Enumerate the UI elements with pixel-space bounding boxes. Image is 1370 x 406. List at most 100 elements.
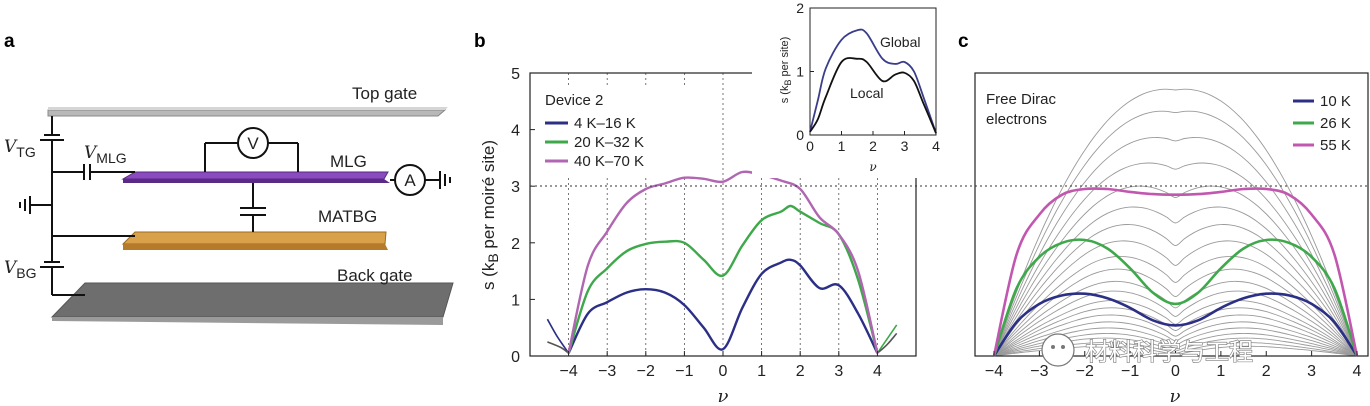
inset-x-tick-label: 2 [869, 138, 877, 154]
legend-title: Device 2 [545, 92, 603, 109]
series-line-55-k [992, 187, 1359, 357]
panel-b-grid [568, 73, 878, 356]
v-bg-label: VBG [4, 258, 37, 281]
background-curve [993, 185, 1358, 357]
y-tick-label: 3 [511, 179, 520, 196]
panel-c-axes [974, 72, 1369, 357]
inset-y-tick-label: 2 [796, 0, 804, 16]
series-line-26-k [992, 238, 1359, 357]
v-tg-label: VTG [4, 137, 36, 160]
panel-b-xlabel: ν [718, 386, 729, 406]
top-gate-label: Top gate [352, 84, 417, 103]
panel-b-legend: Device 2 4 K–16 K 20 K–32 K 40 K–70 K [536, 85, 686, 175]
panel-c-annotation: Free Dirac electrons [982, 86, 1072, 130]
background-curve [993, 162, 1358, 357]
legend-entry-26k: 26 K [1320, 115, 1351, 132]
matbg-slab [121, 231, 388, 250]
panel-label-b: b [474, 31, 486, 52]
panel-c-background-curves [993, 88, 1358, 357]
legend-entry-40k-70k: 40 K–70 K [574, 153, 644, 170]
x-tick-label: −4 [559, 363, 577, 380]
panel-b-series [546, 170, 898, 354]
x-tick-label: 2 [1262, 363, 1271, 380]
ammeter-label: A [404, 171, 416, 190]
background-curve [993, 110, 1358, 357]
series-line-10-k [992, 292, 1359, 357]
back-gate-label: Back gate [337, 266, 413, 285]
series-tail-line [876, 324, 898, 354]
v-mlg-label: VMLG [84, 143, 127, 166]
panel-a-schematic [19, 107, 454, 325]
panel-c-ticks: −4 −3 −2 −1 0 1 2 3 4 [985, 351, 1362, 380]
series-line-4-k-16-k [567, 258, 879, 354]
annotation-line-1: Free Dirac [986, 91, 1057, 108]
x-tick-label: 1 [1216, 363, 1225, 380]
y-tick-label: 0 [511, 349, 520, 366]
legend-entry-4k-16k: 4 K–16 K [574, 115, 636, 132]
x-tick-label: −3 [1030, 363, 1048, 380]
x-tick-label: 3 [1307, 363, 1316, 380]
panel-c-plot: −4 −3 −2 −1 0 1 2 3 4 ν Free Dirac electrons 10 … [974, 72, 1369, 406]
inset-label-global: Global [880, 34, 920, 50]
background-curve [993, 290, 1358, 357]
inset-series-line-local [809, 57, 937, 134]
x-tick-label: 0 [1171, 363, 1180, 380]
watermark: 材料科学与工程 [1041, 333, 1254, 367]
series-tail-line [547, 341, 570, 354]
background-curve [993, 255, 1358, 357]
plot-frame [974, 72, 1369, 357]
back-gate-plate [50, 282, 454, 325]
panel-c-xlabel: ν [1170, 386, 1181, 406]
inset-axes: 0 1 2 3 4 0 1 2 [796, 0, 940, 154]
y-tick-label: 2 [511, 236, 520, 253]
background-curve [993, 240, 1358, 357]
panel-b-inset: 0 1 2 3 4 0 1 2 Global Local s (kB per site) ν [752, 0, 957, 178]
x-tick-label: 4 [1353, 363, 1362, 380]
watermark-text: 材料科学与工程 [1085, 338, 1253, 366]
legend-entry-55k: 55 K [1320, 137, 1351, 154]
panel-c-legend: 10 K 26 K 55 K [1290, 88, 1362, 168]
background-curve [993, 137, 1358, 357]
panel-b-plot: −4 −3 −2 −1 0 1 2 3 4 0 1 2 3 4 5 s (kB per moiré site… [479, 0, 957, 406]
x-tick-label: −2 [637, 363, 655, 380]
x-tick-label: 3 [834, 363, 843, 380]
x-tick-label: −2 [1076, 363, 1094, 380]
panel-b-ylabel: s (kB per moiré site) [479, 140, 501, 290]
panel-c-series [992, 187, 1359, 357]
series-tail-line [876, 332, 898, 354]
inset-series [809, 28, 937, 134]
background-curve [993, 280, 1358, 357]
background-curve [993, 307, 1358, 357]
inset-x-tick-label: 1 [838, 138, 846, 154]
series-line-40-k-70-k [567, 170, 879, 354]
x-tick-label: −1 [1121, 363, 1139, 380]
panel-b-ticks: −4 −3 −2 −1 0 1 2 3 4 0 1 2 3 4 5 [511, 66, 882, 380]
x-tick-label: −4 [985, 363, 1003, 380]
wechat-icon [1041, 333, 1075, 367]
inset-x-tick-label: 0 [806, 138, 814, 154]
y-tick-label: 5 [511, 66, 520, 83]
x-tick-label: −1 [675, 363, 693, 380]
panel-label-a: a [4, 31, 15, 52]
x-tick-label: −3 [598, 363, 616, 380]
series-line-20-k-32-k [567, 204, 879, 354]
background-curve [993, 314, 1358, 357]
annotation-line-2: electrons [986, 111, 1047, 128]
top-gate-plate [47, 107, 448, 117]
background-curve [993, 224, 1358, 357]
x-tick-label: 0 [719, 363, 728, 380]
y-tick-label: 4 [511, 123, 520, 140]
series-tail-line [546, 318, 570, 354]
background-curve [993, 206, 1358, 357]
inset-y-tick-label: 1 [796, 64, 804, 80]
mlg-slab [121, 171, 390, 183]
inset-label-local: Local [850, 85, 883, 101]
inset-ylabel: s (kB per site) [779, 37, 793, 104]
y-tick-label: 1 [511, 292, 520, 309]
panel-label-c: c [958, 31, 969, 52]
legend-entry-20k-32k: 20 K–32 K [574, 134, 644, 151]
mlg-label: MLG [330, 152, 367, 171]
matbg-label: MATBG [318, 207, 377, 226]
voltmeter-label: V [247, 134, 259, 153]
